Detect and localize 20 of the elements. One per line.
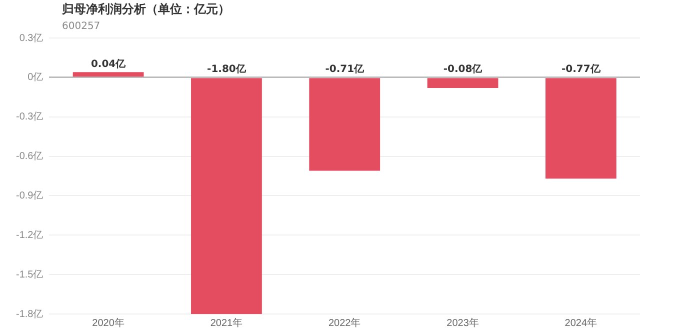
chart-subtitle: 600257 <box>62 21 100 32</box>
data-label: -0.71亿 <box>325 63 366 76</box>
data-label: 0.04亿 <box>90 58 127 70</box>
data-label: -0.08亿 <box>443 63 484 76</box>
y-tick-label: -1.8亿 <box>16 308 44 320</box>
x-tick-label: 2020年 <box>92 316 124 329</box>
x-tick-label: 2022年 <box>328 316 361 329</box>
data-label: -1.80亿 <box>207 63 247 76</box>
y-tick-label: 0.3亿 <box>19 32 44 44</box>
x-tick-label: 2024年 <box>564 316 598 329</box>
y-tick-label: -0.6亿 <box>16 151 44 162</box>
x-tick-label: 2021年 <box>210 316 243 329</box>
chart-title: 归母净利润分析（单位：亿元） <box>62 1 230 18</box>
data-label: -0.77亿 <box>562 63 602 76</box>
y-tick-label: -0.9亿 <box>16 190 44 202</box>
y-tick-label: -0.3亿 <box>16 112 44 123</box>
y-tick-label: -1.5亿 <box>16 269 44 280</box>
x-tick-label: 2023年 <box>446 316 479 329</box>
y-tick-label: -1.2亿 <box>16 230 44 241</box>
y-tick-label: 0亿 <box>28 72 44 84</box>
